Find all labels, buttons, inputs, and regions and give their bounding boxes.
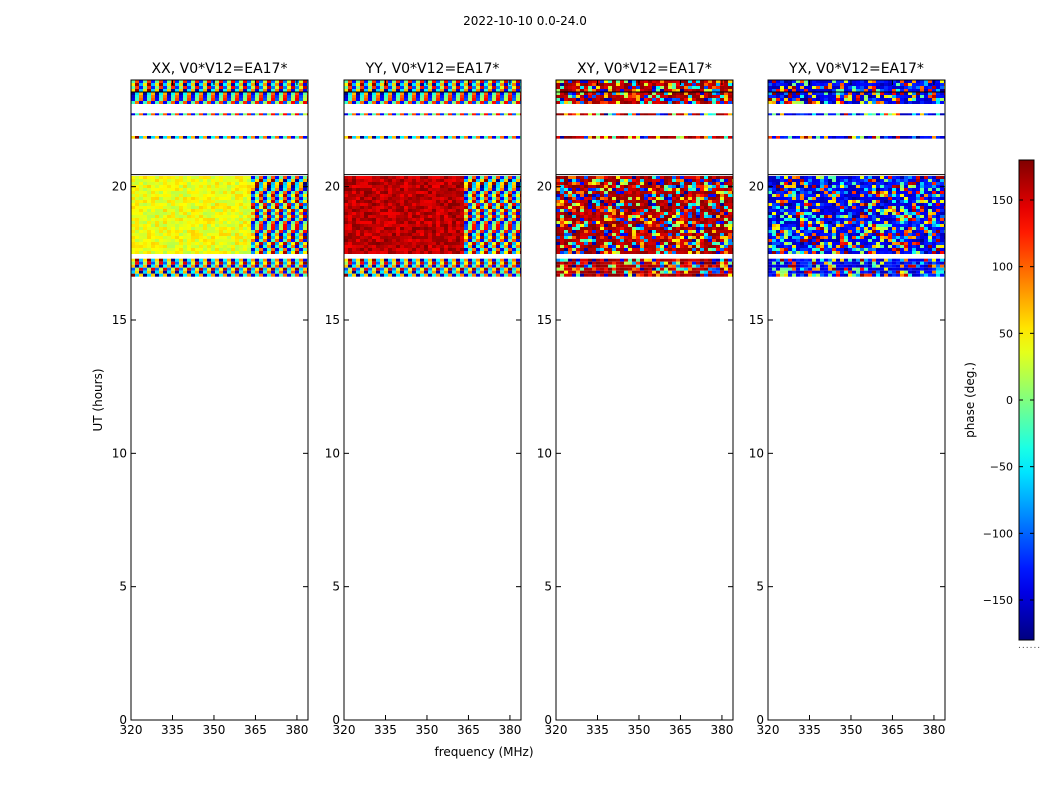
x-tick-label: 365 xyxy=(669,723,692,737)
panel-1-title: XX, V0*V12=EA17* xyxy=(152,61,288,77)
x-tick-label: 350 xyxy=(840,723,863,737)
figure-title: 2022-10-10 0.0-24.0 xyxy=(463,14,587,28)
y-tick-label: 15 xyxy=(325,313,340,327)
y-tick-label: 20 xyxy=(325,180,340,194)
x-tick-label: 335 xyxy=(798,723,821,737)
x-tick-label: 320 xyxy=(545,723,568,737)
x-tick-label: 365 xyxy=(457,723,480,737)
panel-4-title: YX, V0*V12=EA17* xyxy=(788,61,924,77)
x-tick-label: 350 xyxy=(416,723,439,737)
colorbar-tick-label: 100 xyxy=(992,261,1013,274)
x-tick-label: 335 xyxy=(586,723,609,737)
panel-4: YX, V0*V12=EA17* 320 335 350 365 380 0 5 10 15 20 xyxy=(749,61,946,737)
x-tick-label: 365 xyxy=(244,723,267,737)
x-tick-label: 320 xyxy=(757,723,780,737)
y-tick-label: 5 xyxy=(544,580,552,594)
y-tick-label: 20 xyxy=(749,180,764,194)
colorbar-tick-label: −150 xyxy=(983,594,1013,607)
y-tick-label: 15 xyxy=(749,313,764,327)
panel-1: XX, V0*V12=EA17* 320 335 350 365 380 0 5 10 15 20 xyxy=(112,61,309,737)
y-tick-label: 0 xyxy=(544,713,552,727)
y-tick-label: 20 xyxy=(537,180,552,194)
y-tick-label: 5 xyxy=(756,580,764,594)
x-tick-label: 380 xyxy=(285,723,308,737)
x-tick-label: 320 xyxy=(120,723,143,737)
x-tick-label: 380 xyxy=(498,723,521,737)
panel-4-frame xyxy=(767,79,946,721)
x-tick-label: 335 xyxy=(374,723,397,737)
colorbar-tick-label: 150 xyxy=(992,194,1013,207)
x-tick-label: 365 xyxy=(881,723,904,737)
panel-4-data xyxy=(768,80,945,277)
colorbar-tick-label: 0 xyxy=(1006,394,1013,407)
panel-3: XY, V0*V12=EA17* 320 335 350 365 380 0 5 10 15 20 xyxy=(537,61,734,737)
y-tick-label: 5 xyxy=(332,580,340,594)
y-tick-label: 15 xyxy=(537,313,552,327)
panel-3-title: XY, V0*V12=EA17* xyxy=(577,61,712,77)
colorbar: 150 100 50 0 −50 −100 −150 xyxy=(983,159,1035,641)
y-tick-label: 10 xyxy=(325,446,340,460)
x-axis-label: frequency (MHz) xyxy=(434,745,534,759)
y-tick-label: 0 xyxy=(332,713,340,727)
colorbar-tick-label: 50 xyxy=(999,327,1013,340)
y-tick-label: 10 xyxy=(112,446,127,460)
panel-3-frame xyxy=(555,79,734,721)
x-tick-label: 380 xyxy=(710,723,733,737)
x-tick-label: 380 xyxy=(922,723,945,737)
colorbar-tick-label: −100 xyxy=(983,527,1013,540)
panel-1-data xyxy=(131,80,308,277)
x-tick-label: 320 xyxy=(333,723,356,737)
x-tick-label: 350 xyxy=(203,723,226,737)
panel-2-title: YY, V0*V12=EA17* xyxy=(365,61,500,77)
y-tick-label: 10 xyxy=(749,446,764,460)
x-tick-label: 350 xyxy=(628,723,651,737)
y-tick-label: 0 xyxy=(756,713,764,727)
y-tick-label: 10 xyxy=(537,446,552,460)
panel-1-frame xyxy=(130,79,309,721)
x-tick-label: 335 xyxy=(161,723,184,737)
panel-3-data xyxy=(556,80,733,277)
colorbar-tick-label: −50 xyxy=(990,461,1013,474)
y-tick-label: 20 xyxy=(112,180,127,194)
panel-2-frame xyxy=(343,79,522,721)
y-tick-label: 0 xyxy=(119,713,127,727)
colorbar-footer: ...... xyxy=(1018,641,1042,651)
panel-2: YY, V0*V12=EA17* 320 335 350 365 380 0 5 10 15 20 xyxy=(325,61,522,737)
y-tick-label: 5 xyxy=(119,580,127,594)
y-tick-label: 15 xyxy=(112,313,127,327)
panel-2-data xyxy=(344,80,521,277)
